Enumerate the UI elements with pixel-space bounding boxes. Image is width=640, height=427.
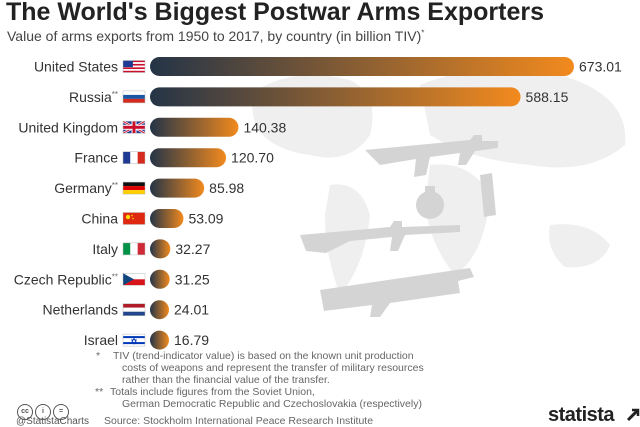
tiv-footnote-line-2: costs of weapons and represent the trans…	[122, 362, 424, 374]
bar-row: United States 673.01	[34, 57, 622, 76]
netherlands-flag-icon	[122, 303, 146, 316]
value-label: 31.25	[175, 271, 210, 287]
germany-flag-icon	[122, 181, 146, 195]
bar-row: Russia** 588.15	[69, 87, 569, 107]
creative-commons-icon: cc	[17, 404, 33, 420]
bar	[150, 178, 205, 198]
bar-row: Netherlands 24.01	[43, 300, 209, 320]
value-label: 140.38	[243, 119, 286, 135]
uk-flag-icon	[122, 120, 146, 135]
value-label: 85.98	[209, 180, 244, 196]
bar-row: France 120.70	[74, 148, 274, 168]
bar-row: Germany** 85.98	[54, 178, 244, 198]
totals-footnote-line-2: German Democratic Republic and Czechoslo…	[122, 398, 422, 410]
value-label: 24.01	[174, 302, 209, 318]
bar-row: United Kingdom 140.38	[18, 117, 286, 137]
value-label: 588.15	[526, 89, 569, 105]
category-label: China	[81, 211, 118, 227]
value-label: 120.70	[231, 150, 274, 166]
czech-flag-icon	[122, 273, 146, 286]
weapons-silhouettes	[300, 135, 498, 317]
tiv-footnote-line-1: TIV (trend-indicator value) is based on …	[113, 350, 414, 362]
value-label: 32.27	[175, 241, 210, 257]
subtitle-text: Value of arms exports from 1950 to 2017,…	[7, 28, 422, 44]
brand-mark-icon	[626, 408, 640, 422]
bar-row: Israel 16.79	[84, 330, 209, 350]
bar	[150, 300, 169, 320]
bar-row: Italy 32.27	[92, 239, 211, 259]
bar	[150, 87, 521, 107]
category-label: Germany**	[54, 180, 118, 196]
tiv-footnote-mark: *	[96, 350, 101, 362]
category-label: Italy	[92, 241, 118, 257]
totals-footnote-mark: **	[95, 386, 104, 398]
value-label: 53.09	[188, 211, 223, 227]
subtitle-footnote-mark: *	[421, 28, 425, 38]
china-flag-icon	[122, 212, 146, 225]
totals-footnote-line-1: Totals include figures from the Soviet U…	[110, 386, 315, 398]
israel-flag-icon	[122, 333, 146, 347]
bar-row: Czech Republic** 31.25	[14, 269, 210, 289]
category-label: United States	[34, 59, 118, 75]
page-subtitle: Value of arms exports from 1950 to 2017,…	[7, 28, 424, 44]
category-label: Russia**	[69, 89, 118, 105]
value-label: 16.79	[174, 332, 209, 348]
value-label: 673.01	[579, 59, 622, 75]
source-note: Source: Stockholm International Peace Re…	[104, 415, 374, 427]
category-label: France	[74, 150, 118, 166]
category-label: Netherlands	[43, 302, 119, 318]
license-icons: cc i =	[17, 400, 71, 420]
italy-flag-icon	[122, 242, 146, 256]
us-flag-icon	[122, 60, 146, 73]
attribution-icon: i	[35, 404, 51, 420]
bar	[150, 330, 169, 350]
tiv-footnote-line-3: rather than the financial value of the t…	[122, 374, 330, 386]
page-title: The World's Biggest Postwar Arms Exporte…	[6, 0, 545, 26]
france-flag-icon	[122, 151, 146, 164]
bar	[150, 239, 171, 259]
russia-flag-icon	[122, 90, 146, 104]
social-handle[interactable]: @StatistaCharts	[16, 416, 89, 427]
bar-row: China 53.09	[81, 209, 224, 228]
bar	[150, 117, 239, 137]
bar	[150, 57, 574, 76]
bar	[150, 269, 170, 289]
bar	[150, 148, 227, 168]
category-label: Czech Republic**	[14, 271, 118, 287]
no-derivatives-icon: =	[53, 404, 69, 420]
category-label: United Kingdom	[18, 119, 118, 135]
bar	[150, 209, 184, 228]
category-label: Israel	[84, 332, 118, 348]
brand-logo[interactable]: statista	[548, 404, 615, 426]
